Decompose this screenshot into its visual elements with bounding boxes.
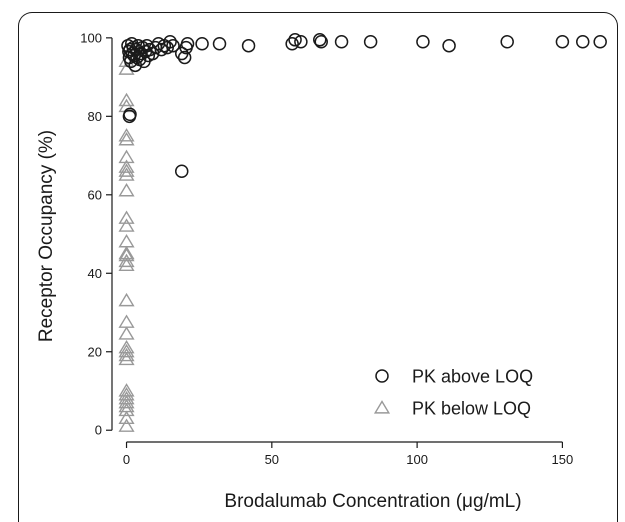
data-point <box>118 390 135 405</box>
data-point <box>118 292 135 307</box>
data-point <box>118 347 135 362</box>
data-point <box>118 339 135 354</box>
data-point <box>163 35 177 49</box>
x-tick-label: 50 <box>265 452 279 467</box>
data-point <box>118 418 135 432</box>
data-point <box>118 247 135 262</box>
y-tick-label: 80 <box>88 109 102 124</box>
legend: PK above LOQ PK below LOQ <box>373 367 533 419</box>
legend-label: PK below LOQ <box>412 399 531 419</box>
data-point <box>313 33 327 47</box>
data-point <box>177 50 192 65</box>
data-point <box>118 351 135 366</box>
legend-item: PK above LOQ <box>375 367 533 387</box>
data-points <box>118 33 607 432</box>
data-point <box>118 167 135 181</box>
data-point <box>118 218 135 232</box>
x-axis-ticks: 0 50 100 150 <box>123 442 573 467</box>
data-point <box>118 343 135 358</box>
data-point <box>285 36 299 51</box>
y-axis-title: Receptor Occupancy (%) <box>36 130 57 342</box>
data-point <box>314 35 328 49</box>
data-point <box>118 159 135 173</box>
data-point <box>118 149 135 164</box>
y-tick-label: 20 <box>88 344 102 359</box>
data-point <box>118 394 135 409</box>
y-tick-label: 60 <box>88 187 102 202</box>
data-point <box>555 35 570 49</box>
x-tick-label: 0 <box>123 452 130 467</box>
data-point <box>118 210 135 224</box>
data-point <box>118 410 135 425</box>
data-point <box>442 38 456 53</box>
data-point <box>500 35 514 49</box>
y-axis-ticks: 0 20 40 60 80 100 <box>80 30 112 438</box>
data-point <box>118 257 135 272</box>
chart-frame <box>18 12 618 522</box>
data-point <box>118 402 135 417</box>
data-point <box>334 35 349 49</box>
data-point <box>118 163 135 177</box>
data-point <box>174 164 189 179</box>
data-point <box>118 183 135 197</box>
data-point <box>118 234 135 248</box>
legend-marker <box>373 400 391 414</box>
x-tick-label: 150 <box>552 452 574 467</box>
data-point <box>576 35 590 49</box>
legend-label: PK above LOQ <box>412 367 533 387</box>
data-point <box>294 35 308 49</box>
legend-marker <box>375 369 389 383</box>
x-axis-title: Brodalumab Concentration (μg/mL) <box>224 491 521 512</box>
y-tick-label: 0 <box>95 423 102 438</box>
data-point <box>118 132 135 146</box>
y-tick-label: 40 <box>88 266 102 281</box>
data-point <box>416 35 430 49</box>
data-point <box>118 128 135 142</box>
axes: 0 20 40 60 80 100 0 50 100 150 <box>80 30 573 467</box>
data-point <box>593 35 607 49</box>
legend-item: PK below LOQ <box>373 399 531 419</box>
data-point <box>118 253 135 268</box>
data-point <box>118 387 135 401</box>
data-point <box>118 314 135 328</box>
data-point <box>241 38 256 53</box>
series-circle-group <box>121 33 607 179</box>
data-point <box>154 42 169 57</box>
data-point <box>180 36 195 51</box>
x-tick-label: 100 <box>406 452 428 467</box>
data-point <box>118 326 135 340</box>
data-point <box>288 33 302 47</box>
data-point <box>166 38 180 53</box>
y-tick-label: 100 <box>80 30 102 45</box>
data-point <box>118 398 135 413</box>
data-point <box>123 107 137 122</box>
data-point <box>363 35 378 49</box>
data-point <box>118 383 135 397</box>
data-point <box>212 36 227 51</box>
data-point <box>195 36 209 51</box>
data-point <box>118 92 135 107</box>
